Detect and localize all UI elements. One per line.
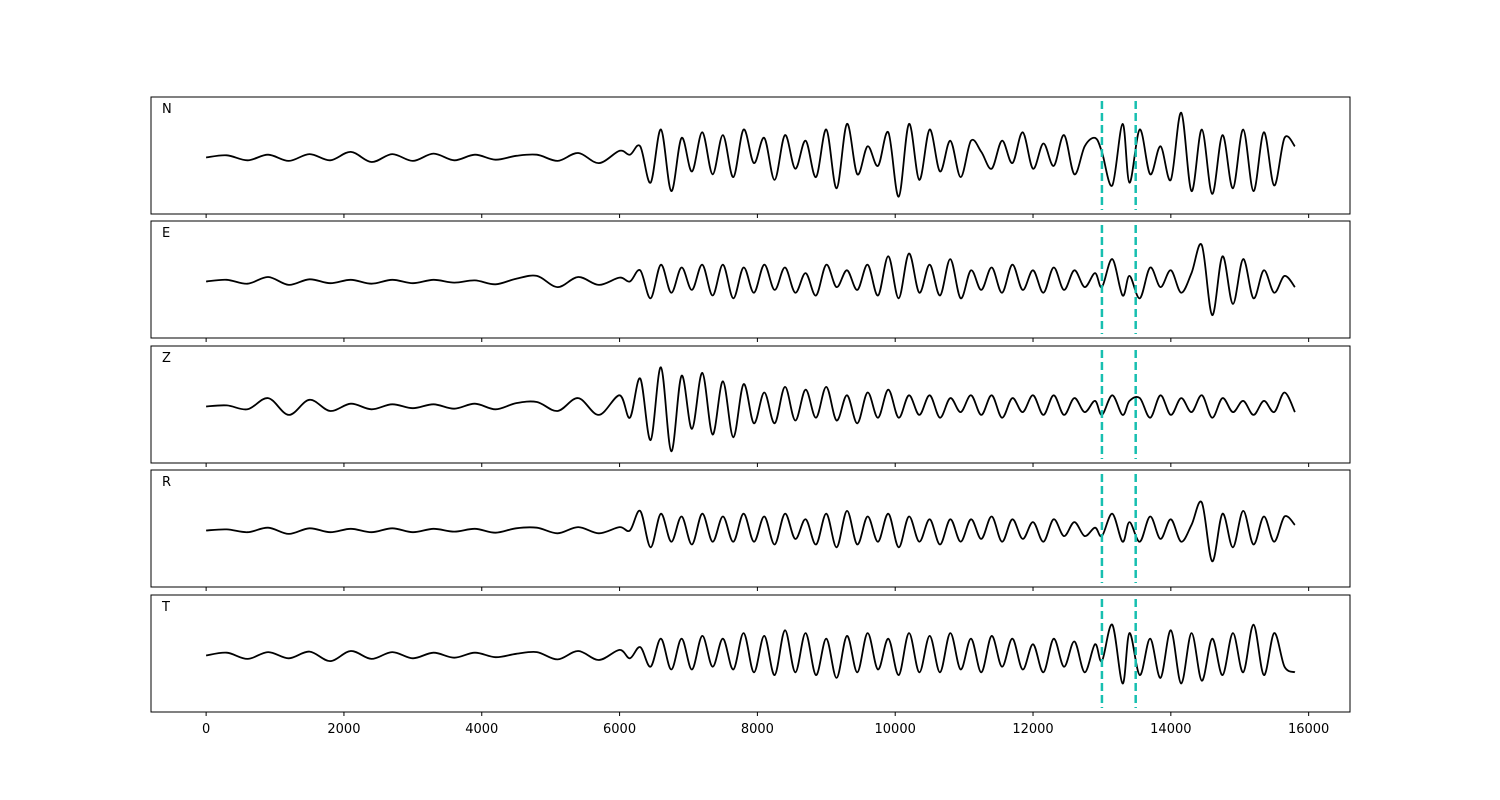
x-tick-label: 10000 [875, 722, 916, 737]
x-tick-label: 14000 [1150, 722, 1191, 737]
x-tick-label: 16000 [1288, 722, 1329, 737]
panel-frame [150, 96, 1351, 215]
panel-label: Z [162, 351, 171, 366]
panel-e: E [150, 220, 1351, 342]
panel-r: R [150, 469, 1351, 591]
trace-line-e [206, 243, 1296, 317]
x-tick-label: 6000 [603, 722, 636, 737]
panels-group: N E Z R T [150, 96, 1351, 716]
x-tick-label: 2000 [327, 722, 360, 737]
x-tick-label: 12000 [1012, 722, 1053, 737]
panel-n: N [150, 96, 1351, 218]
panel-label: E [162, 226, 170, 241]
trace-line-t [205, 623, 1296, 685]
panel-label: N [162, 102, 172, 117]
trace-line-r [206, 500, 1296, 563]
panel-label: R [162, 475, 171, 490]
panel-label: T [161, 600, 170, 615]
panel-frame [150, 594, 1351, 713]
x-tick-label: 0 [202, 722, 210, 737]
panel-frame [150, 469, 1351, 588]
panel-t: T [150, 594, 1351, 716]
x-tick-label: 4000 [465, 722, 498, 737]
panel-frame [150, 345, 1351, 464]
x-tick-label: 8000 [741, 722, 774, 737]
panel-z: Z [150, 345, 1351, 467]
trace-line-z [206, 366, 1296, 453]
trace-line-n [205, 111, 1296, 198]
panel-frame [150, 220, 1351, 339]
x-axis: 0 2000 4000 6000 8000 10000 12000 14000 16000 [202, 722, 1329, 737]
